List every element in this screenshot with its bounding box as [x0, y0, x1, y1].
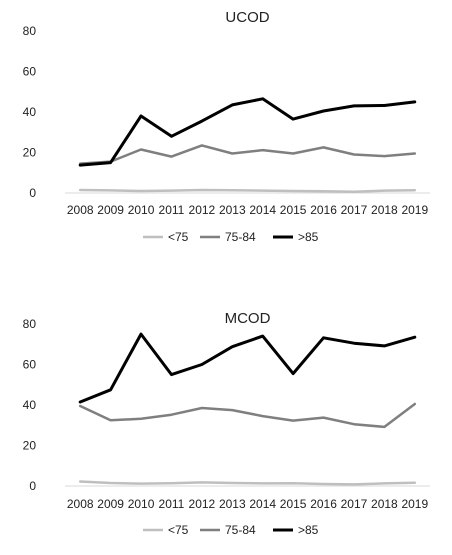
y-tick-label: 60 [23, 358, 37, 372]
y-tick-label: 80 [23, 24, 37, 38]
series-line [78, 332, 417, 404]
x-tick-label: 2010 [128, 203, 155, 217]
x-tick-label: 2008 [67, 203, 94, 217]
x-tick-label: 2011 [159, 497, 185, 511]
series-line [78, 144, 417, 165]
x-tick-label: 2014 [249, 203, 276, 217]
x-tick-label: 2017 [341, 497, 368, 511]
x-tick-label: 2014 [249, 497, 276, 511]
y-tick-label: 20 [23, 146, 37, 160]
y-tick-label: 60 [23, 65, 37, 79]
x-tick-label: 2013 [219, 497, 246, 511]
y-tick-label: 0 [29, 186, 36, 200]
x-tick-label: 2015 [280, 497, 307, 511]
y-tick-label: 0 [29, 479, 36, 493]
y-tick-label: 40 [23, 398, 37, 412]
legend-label: <75 [168, 230, 189, 244]
series-line [78, 480, 417, 486]
x-tick-label: 2012 [189, 203, 216, 217]
x-tick-label: 2016 [310, 203, 337, 217]
y-tick-label: 20 [23, 439, 37, 453]
series-line [78, 402, 417, 429]
legend-label: >85 [298, 523, 319, 537]
legend-label: >85 [298, 230, 319, 244]
legend-label: 75-84 [225, 230, 256, 244]
chart-title: UCOD [225, 9, 269, 26]
x-tick-label: 2011 [159, 203, 185, 217]
x-tick-label: 2019 [401, 497, 428, 511]
x-tick-label: 2009 [97, 497, 124, 511]
x-tick-label: 2018 [371, 497, 398, 511]
x-tick-label: 2010 [128, 497, 155, 511]
x-tick-label: 2013 [219, 203, 246, 217]
x-tick-label: 2019 [401, 203, 428, 217]
y-tick-label: 80 [23, 317, 37, 331]
x-tick-label: 2009 [97, 203, 124, 217]
legend-label: 75-84 [225, 523, 256, 537]
x-tick-label: 2012 [189, 497, 216, 511]
y-tick-label: 40 [23, 105, 37, 119]
x-tick-label: 2008 [67, 497, 94, 511]
series-line [78, 188, 417, 194]
x-tick-label: 2015 [280, 203, 307, 217]
legend-label: <75 [168, 523, 189, 537]
chart-title: MCOD [225, 310, 271, 327]
x-tick-label: 2018 [371, 203, 398, 217]
series-line [78, 97, 417, 167]
x-tick-label: 2016 [310, 497, 337, 511]
x-tick-label: 2017 [341, 203, 368, 217]
